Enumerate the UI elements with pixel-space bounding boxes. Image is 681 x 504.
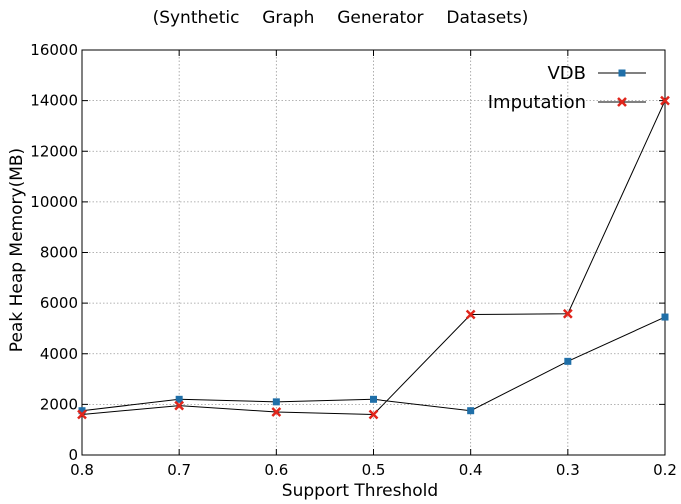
y-tick-label: 8000: [40, 244, 78, 262]
y-tick-label: 6000: [40, 294, 78, 312]
legend-marker: [618, 69, 626, 77]
y-tick-label: 10000: [30, 193, 78, 211]
data-point-vdb: [467, 407, 475, 415]
y-tick-label: 16000: [30, 41, 78, 59]
y-tick-label: 4000: [40, 345, 78, 363]
chart-title: (Synthetic Graph Generator Datasets): [152, 8, 529, 28]
x-tick-label: 0.5: [362, 461, 386, 479]
y-tick-label: 12000: [30, 142, 78, 160]
legend-label-vdb: VDB: [547, 63, 586, 84]
y-tick-label: 2000: [40, 395, 78, 413]
x-tick-label: 0.6: [264, 461, 288, 479]
data-point-vdb: [564, 357, 572, 365]
data-point-imputation: [368, 409, 379, 420]
x-tick-label: 0.2: [653, 461, 677, 479]
x-tick-label: 0.8: [70, 461, 94, 479]
data-point-imputation: [174, 400, 185, 411]
legend-marker: [617, 97, 627, 107]
data-point-imputation: [271, 407, 282, 417]
data-point-imputation: [77, 409, 87, 420]
legend-label-imputation: Imputation: [488, 92, 586, 113]
data-point-imputation: [562, 308, 573, 319]
data-point-vdb: [661, 313, 669, 321]
data-point-vdb: [370, 395, 377, 403]
data-point-imputation: [465, 309, 476, 320]
x-tick-label: 0.3: [556, 461, 580, 479]
data-point-vdb: [78, 407, 86, 415]
y-tick-label: 0: [68, 446, 78, 464]
y-tick-label: 14000: [30, 92, 78, 110]
x-tick-label: 0.7: [167, 461, 191, 479]
data-point-vdb: [175, 395, 183, 403]
data-point-vdb: [272, 398, 280, 406]
x-tick-label: 0.4: [459, 461, 483, 479]
data-point-imputation: [660, 95, 670, 106]
x-axis-label: Support Threshold: [281, 481, 439, 501]
